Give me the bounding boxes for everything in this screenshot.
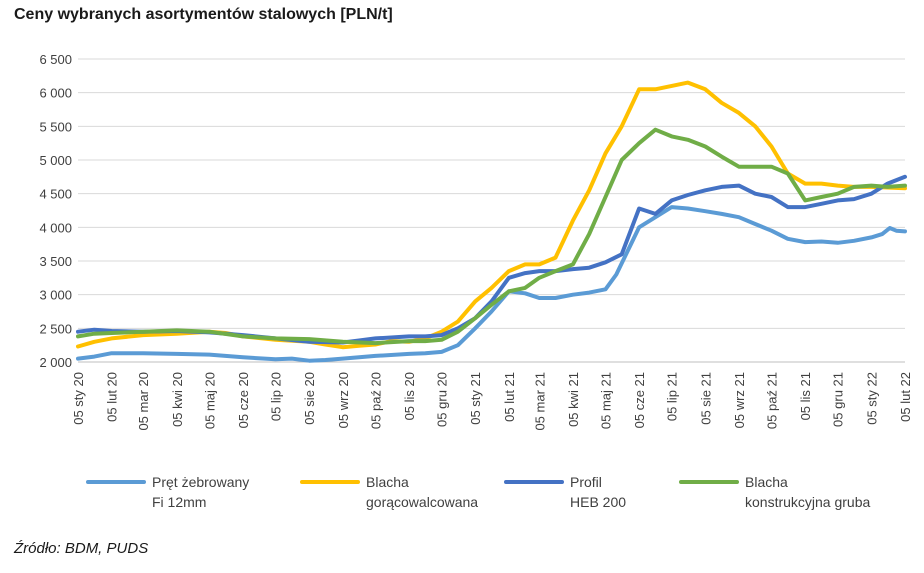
y-tick-label: 6 000 <box>39 86 72 101</box>
series-lines <box>76 80 907 363</box>
legend: Pręt żebrowany Fi 12mm Blacha gorącowalcowa… <box>86 474 871 510</box>
legend-label: HEB 200 <box>570 494 626 510</box>
x-tick-label: 05 kwi 21 <box>566 372 581 427</box>
x-tick-label: 05 mar 21 <box>532 372 547 431</box>
series-line-3 <box>76 174 907 345</box>
legend-label: gorącowalcowana <box>366 494 478 510</box>
x-tick-label: 05 wrz 20 <box>336 372 351 428</box>
y-tick-label: 3 000 <box>39 288 72 303</box>
x-tick-label: 05 cze 20 <box>236 372 251 428</box>
x-tick-label: 05 wrz 21 <box>732 372 747 428</box>
chart-title: Ceny wybranych asortymentów stalowych [P… <box>14 6 393 23</box>
series-line-2 <box>76 80 907 350</box>
x-tick-label: 05 gru 20 <box>435 372 450 427</box>
x-tick-label: 05 mar 20 <box>136 372 151 431</box>
x-tick-label: 05 sty 22 <box>864 372 879 425</box>
x-tick-label: 05 gru 21 <box>831 372 846 427</box>
legend-label: Profil <box>570 474 602 490</box>
x-axis-tick-labels: 05 sty 20 05 lut 20 05 mar 20 05 kwi 20 05 m… <box>71 372 913 431</box>
x-tick-label: 05 lip 20 <box>269 372 284 421</box>
legend-label: Pręt żebrowany <box>152 474 249 490</box>
y-tick-label: 6 500 <box>39 52 72 67</box>
x-tick-label: 05 lis 21 <box>798 372 813 420</box>
x-tick-label: 05 kwi 20 <box>170 372 185 427</box>
x-tick-label: 05 sty 20 <box>71 372 86 425</box>
series-line-1 <box>76 205 907 363</box>
legend-label: Blacha <box>745 474 788 490</box>
y-tick-label: 4 000 <box>39 220 72 235</box>
y-tick-label: 5 000 <box>39 153 72 168</box>
x-tick-label: 05 sty 21 <box>468 372 483 425</box>
x-tick-label: 05 lut 21 <box>502 372 517 422</box>
x-tick-label: 05 maj 21 <box>598 372 613 429</box>
x-tick-label: 05 lut 22 <box>898 372 913 422</box>
x-tick-label: 05 maj 20 <box>202 372 217 429</box>
series-line-4 <box>76 127 907 346</box>
y-tick-label: 2 500 <box>39 321 72 336</box>
x-tick-label: 05 sie 21 <box>698 372 713 425</box>
legend-label: konstrukcyjna gruba <box>745 494 871 510</box>
y-tick-label: 3 500 <box>39 254 72 269</box>
x-tick-label: 05 sie 20 <box>302 372 317 425</box>
x-tick-label: 05 lis 20 <box>402 372 417 420</box>
y-axis-tick-labels: 2 000 2 500 3 000 3 500 4 000 4 500 5 000 5 500… <box>39 52 72 370</box>
source-note: Źródło: BDM, PUDS <box>14 540 149 557</box>
y-tick-label: 5 500 <box>39 119 72 134</box>
y-tick-label: 4 500 <box>39 187 72 202</box>
x-tick-label: 05 lip 21 <box>665 372 680 421</box>
legend-label: Blacha <box>366 474 409 490</box>
gridlines <box>78 58 905 363</box>
x-tick-label: 05 lut 20 <box>105 372 120 422</box>
x-tick-label: 05 cze 21 <box>632 372 647 428</box>
x-tick-label: 05 paź 21 <box>765 372 780 429</box>
y-tick-label: 2 000 <box>39 355 72 370</box>
legend-label: Fi 12mm <box>152 494 206 510</box>
x-tick-label: 05 paź 20 <box>368 372 383 429</box>
